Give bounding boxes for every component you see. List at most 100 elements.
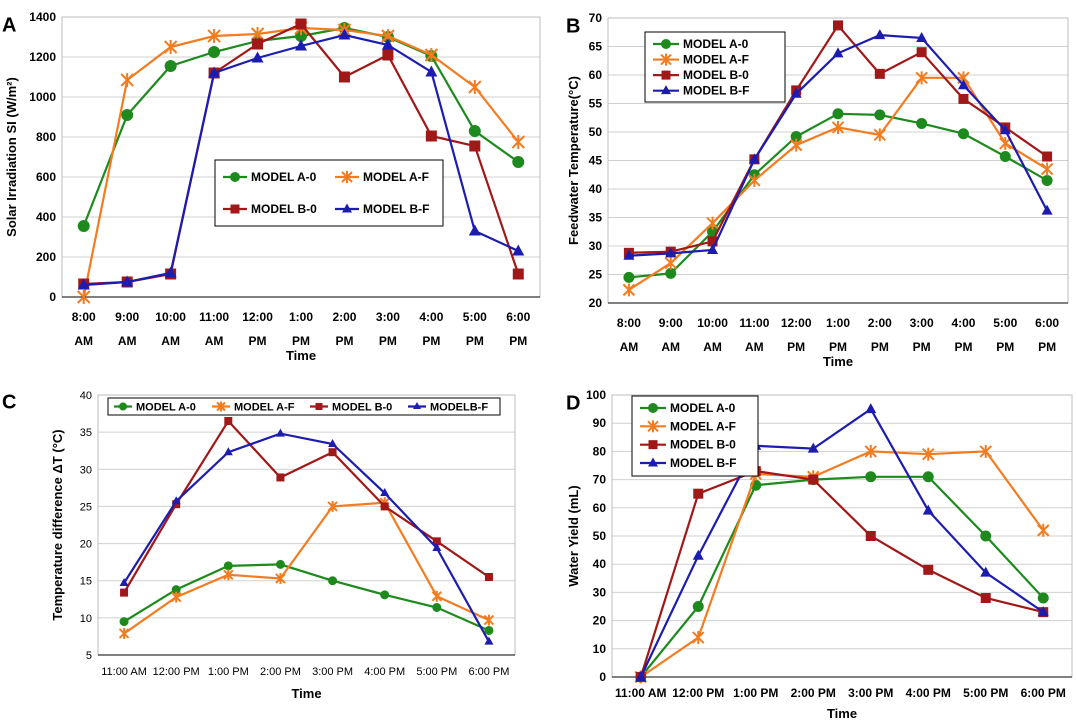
data-point <box>623 271 635 283</box>
data-point <box>692 631 705 645</box>
data-point <box>380 502 389 511</box>
series-af <box>77 21 525 304</box>
data-point <box>164 266 177 278</box>
x-tick-label: PM <box>996 340 1014 354</box>
data-point <box>77 278 90 290</box>
data-point <box>923 564 934 575</box>
data-point <box>1037 592 1049 604</box>
y-tick-label: 30 <box>80 464 92 476</box>
x-tick-label: 12:00 <box>242 310 273 324</box>
legend-label: MODEL A-0 <box>136 402 196 414</box>
legend-label: MODELB-F <box>430 402 488 414</box>
data-point <box>208 46 221 58</box>
x-axis-title: Time <box>286 348 316 363</box>
y-tick-label: 60 <box>589 68 603 82</box>
panel-label-a: A <box>2 15 16 37</box>
legend-marker <box>413 402 421 409</box>
y-tick-label: 80 <box>593 444 607 458</box>
data-point <box>77 290 91 304</box>
data-point <box>707 236 718 247</box>
data-point <box>706 216 719 230</box>
data-point <box>748 153 760 164</box>
data-point <box>999 124 1011 135</box>
y-tick-label: 35 <box>80 427 92 439</box>
y-tick-label: 65 <box>589 40 603 54</box>
data-point <box>223 447 233 456</box>
legend-item: MODEL B-F <box>335 202 429 216</box>
data-point <box>748 173 761 187</box>
data-point <box>511 135 525 149</box>
x-tick-label: PM <box>871 340 889 354</box>
data-point <box>790 87 802 98</box>
data-point <box>380 590 390 600</box>
data-point <box>832 47 844 58</box>
legend-marker <box>661 85 671 95</box>
data-point <box>275 572 286 584</box>
data-point <box>808 474 819 485</box>
data-point <box>432 537 441 546</box>
data-point <box>957 128 969 140</box>
legend-label: MODEL A-F <box>670 419 736 433</box>
chart-panel-a: A 0 200 400 600 800 1000 1200 1400 8:00 AM 9:00 AM 10… <box>2 10 541 363</box>
data-point <box>693 488 704 499</box>
data-point <box>665 247 677 258</box>
y-tick-label: 40 <box>589 182 603 196</box>
data-point <box>338 71 350 83</box>
legend-label: MODEL A-0 <box>251 170 317 184</box>
legend-item: MODEL A-0 <box>640 401 736 415</box>
y-axis-title: Solar Irradiation SI (W/m²) <box>4 77 19 237</box>
data-point <box>1040 162 1054 176</box>
legend-item: MODEL A-0 <box>653 37 749 51</box>
x-tick-label: AM <box>661 340 680 354</box>
data-point <box>164 60 177 72</box>
data-point <box>1037 523 1050 537</box>
legend-marker <box>230 172 240 182</box>
series-line <box>639 469 1044 678</box>
series-line <box>639 475 1045 678</box>
data-point <box>916 31 928 42</box>
data-point <box>381 38 394 50</box>
legend-marker <box>661 70 671 80</box>
x-axis-title: Time <box>827 706 857 721</box>
y-tick-label: 200 <box>36 250 56 264</box>
x-tick-label: PM <box>509 334 527 348</box>
y-axis-title: Temperature difference ΔT (°C) <box>50 429 65 620</box>
data-point <box>163 40 178 54</box>
x-tick-label: 5:00 <box>463 310 487 324</box>
legend-item: MODEL A-0 <box>114 402 196 414</box>
chart-panel-c: C 5 10 15 20 25 30 35 40 11:00 AM 12:00 PM 1:00 PM 2… <box>2 390 516 701</box>
data-point <box>623 249 635 260</box>
data-point <box>664 256 677 270</box>
x-tick-label: PM <box>249 334 267 348</box>
y-tick-label: 50 <box>593 529 607 543</box>
plot-frame <box>61 16 541 298</box>
legend-marker <box>661 39 671 49</box>
x-tick-label: 11:00 AM <box>615 686 667 700</box>
y-tick-label: 600 <box>36 170 56 184</box>
legend-marker <box>647 420 659 433</box>
data-point <box>979 444 992 458</box>
series-line <box>628 112 1048 279</box>
data-point <box>171 496 181 505</box>
x-tick-label: 6:00 <box>506 310 530 324</box>
legend-label: MODEL B-F <box>683 84 749 98</box>
y-tick-label: 0 <box>599 670 606 684</box>
data-point <box>170 591 182 603</box>
data-point <box>874 29 886 40</box>
legend-item: MODEL B-F <box>640 456 736 470</box>
data-point <box>831 120 845 134</box>
legend-label: MODEL B-F <box>670 456 736 470</box>
data-point <box>958 93 969 104</box>
x-tick-label: 8:00 <box>617 316 641 330</box>
data-point <box>432 602 442 612</box>
data-point <box>468 80 482 94</box>
x-tick-label: AM <box>205 334 224 348</box>
data-point <box>431 590 443 602</box>
data-point <box>865 531 876 541</box>
data-point <box>622 283 636 297</box>
series-line <box>123 563 490 632</box>
series-line <box>123 419 490 594</box>
x-tick-label: 10:00 <box>155 310 186 324</box>
